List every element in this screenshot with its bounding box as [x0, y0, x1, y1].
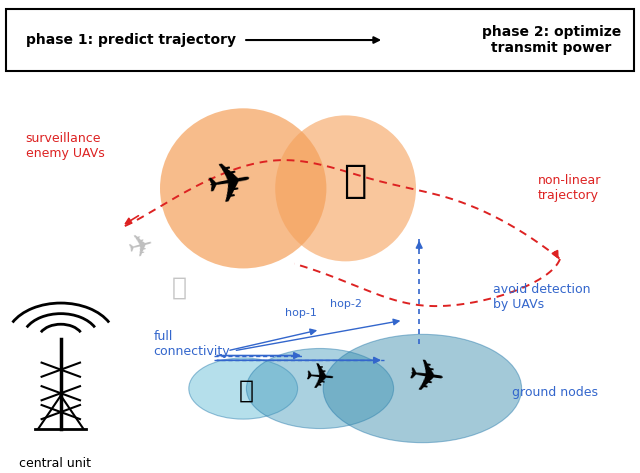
Text: ground nodes: ground nodes — [512, 386, 598, 399]
Text: phase 1: predict trajectory: phase 1: predict trajectory — [26, 33, 236, 47]
Text: hop-1: hop-1 — [285, 308, 317, 318]
FancyBboxPatch shape — [6, 9, 634, 70]
Ellipse shape — [160, 108, 326, 269]
Text: phase 2: optimize
transmit power: phase 2: optimize transmit power — [481, 25, 621, 55]
Text: ✈: ✈ — [404, 355, 447, 403]
Text: surveillance
enemy UAVs: surveillance enemy UAVs — [26, 132, 104, 160]
Text: ✈: ✈ — [203, 156, 258, 217]
Text: ✈: ✈ — [303, 361, 337, 397]
Text: 🚗: 🚗 — [239, 379, 254, 403]
Text: central unit: central unit — [19, 457, 92, 470]
Text: hop-2: hop-2 — [330, 299, 362, 309]
Text: non-linear
trajectory: non-linear trajectory — [538, 174, 601, 202]
Text: ✈: ✈ — [125, 230, 157, 264]
Ellipse shape — [246, 349, 394, 429]
Text: avoid detection
by UAVs: avoid detection by UAVs — [493, 282, 590, 311]
Text: 🚁: 🚁 — [172, 275, 187, 299]
Ellipse shape — [275, 115, 416, 262]
Text: full
connectivity: full connectivity — [154, 330, 230, 358]
Text: 🚁: 🚁 — [344, 162, 367, 200]
Ellipse shape — [189, 358, 298, 419]
Ellipse shape — [323, 334, 522, 443]
